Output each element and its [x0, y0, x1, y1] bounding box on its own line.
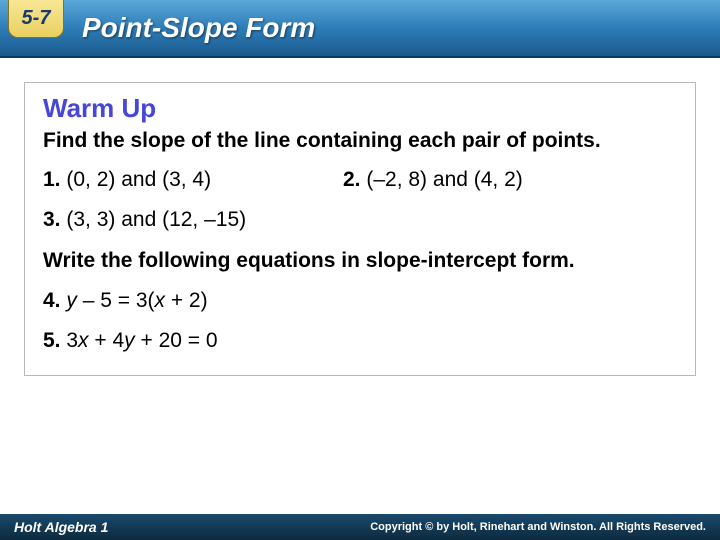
- header-bar: 5-7 Point-Slope Form: [0, 0, 720, 58]
- problem-number: 3.: [43, 208, 61, 231]
- footer-copyright: Copyright © by Holt, Rinehart and Winsto…: [370, 521, 706, 533]
- eq-part: 3: [66, 329, 78, 352]
- problem-text: (0, 2) and (3, 4): [66, 168, 211, 191]
- page-title: Point-Slope Form: [82, 12, 315, 44]
- problem-4: 4. y – 5 = 3(x + 2): [43, 289, 208, 313]
- eq-part: + 20 = 0: [135, 329, 218, 352]
- instruction-2: Write the following equations in slope-i…: [43, 248, 677, 274]
- lesson-number: 5-7: [22, 7, 51, 30]
- section-title: Warm Up: [43, 93, 677, 124]
- var-x: x: [155, 289, 166, 312]
- problem-number: 5.: [43, 329, 61, 352]
- var-y: y: [124, 329, 135, 352]
- var-x: x: [78, 329, 89, 352]
- problem-number: 1.: [43, 168, 61, 191]
- problem-text: (–2, 8) and (4, 2): [366, 168, 522, 191]
- content-panel: Warm Up Find the slope of the line conta…: [24, 82, 696, 376]
- eq-part: + 4: [89, 329, 125, 352]
- lesson-number-badge: 5-7: [8, 0, 64, 38]
- problem-number: 4.: [43, 289, 61, 312]
- problem-5: 5. 3x + 4y + 20 = 0: [43, 329, 218, 353]
- footer-book-title: Holt Algebra 1: [14, 519, 108, 535]
- var-y: y: [66, 289, 77, 312]
- instruction-1: Find the slope of the line containing ea…: [43, 128, 677, 154]
- problem-row-4: 5. 3x + 4y + 20 = 0: [43, 329, 677, 353]
- problem-1: 1. (0, 2) and (3, 4): [43, 168, 343, 192]
- footer-bar: Holt Algebra 1 Copyright © by Holt, Rine…: [0, 514, 720, 540]
- problem-row-2: 3. (3, 3) and (12, –15): [43, 208, 677, 232]
- problem-text: (3, 3) and (12, –15): [66, 208, 246, 231]
- problem-row-3: 4. y – 5 = 3(x + 2): [43, 289, 677, 313]
- problem-2: 2. (–2, 8) and (4, 2): [343, 168, 523, 192]
- eq-part: – 5 = 3(: [77, 289, 155, 312]
- problem-row-1: 1. (0, 2) and (3, 4) 2. (–2, 8) and (4, …: [43, 168, 677, 192]
- eq-part: + 2): [165, 289, 208, 312]
- problem-number: 2.: [343, 168, 361, 191]
- problem-3: 3. (3, 3) and (12, –15): [43, 208, 343, 232]
